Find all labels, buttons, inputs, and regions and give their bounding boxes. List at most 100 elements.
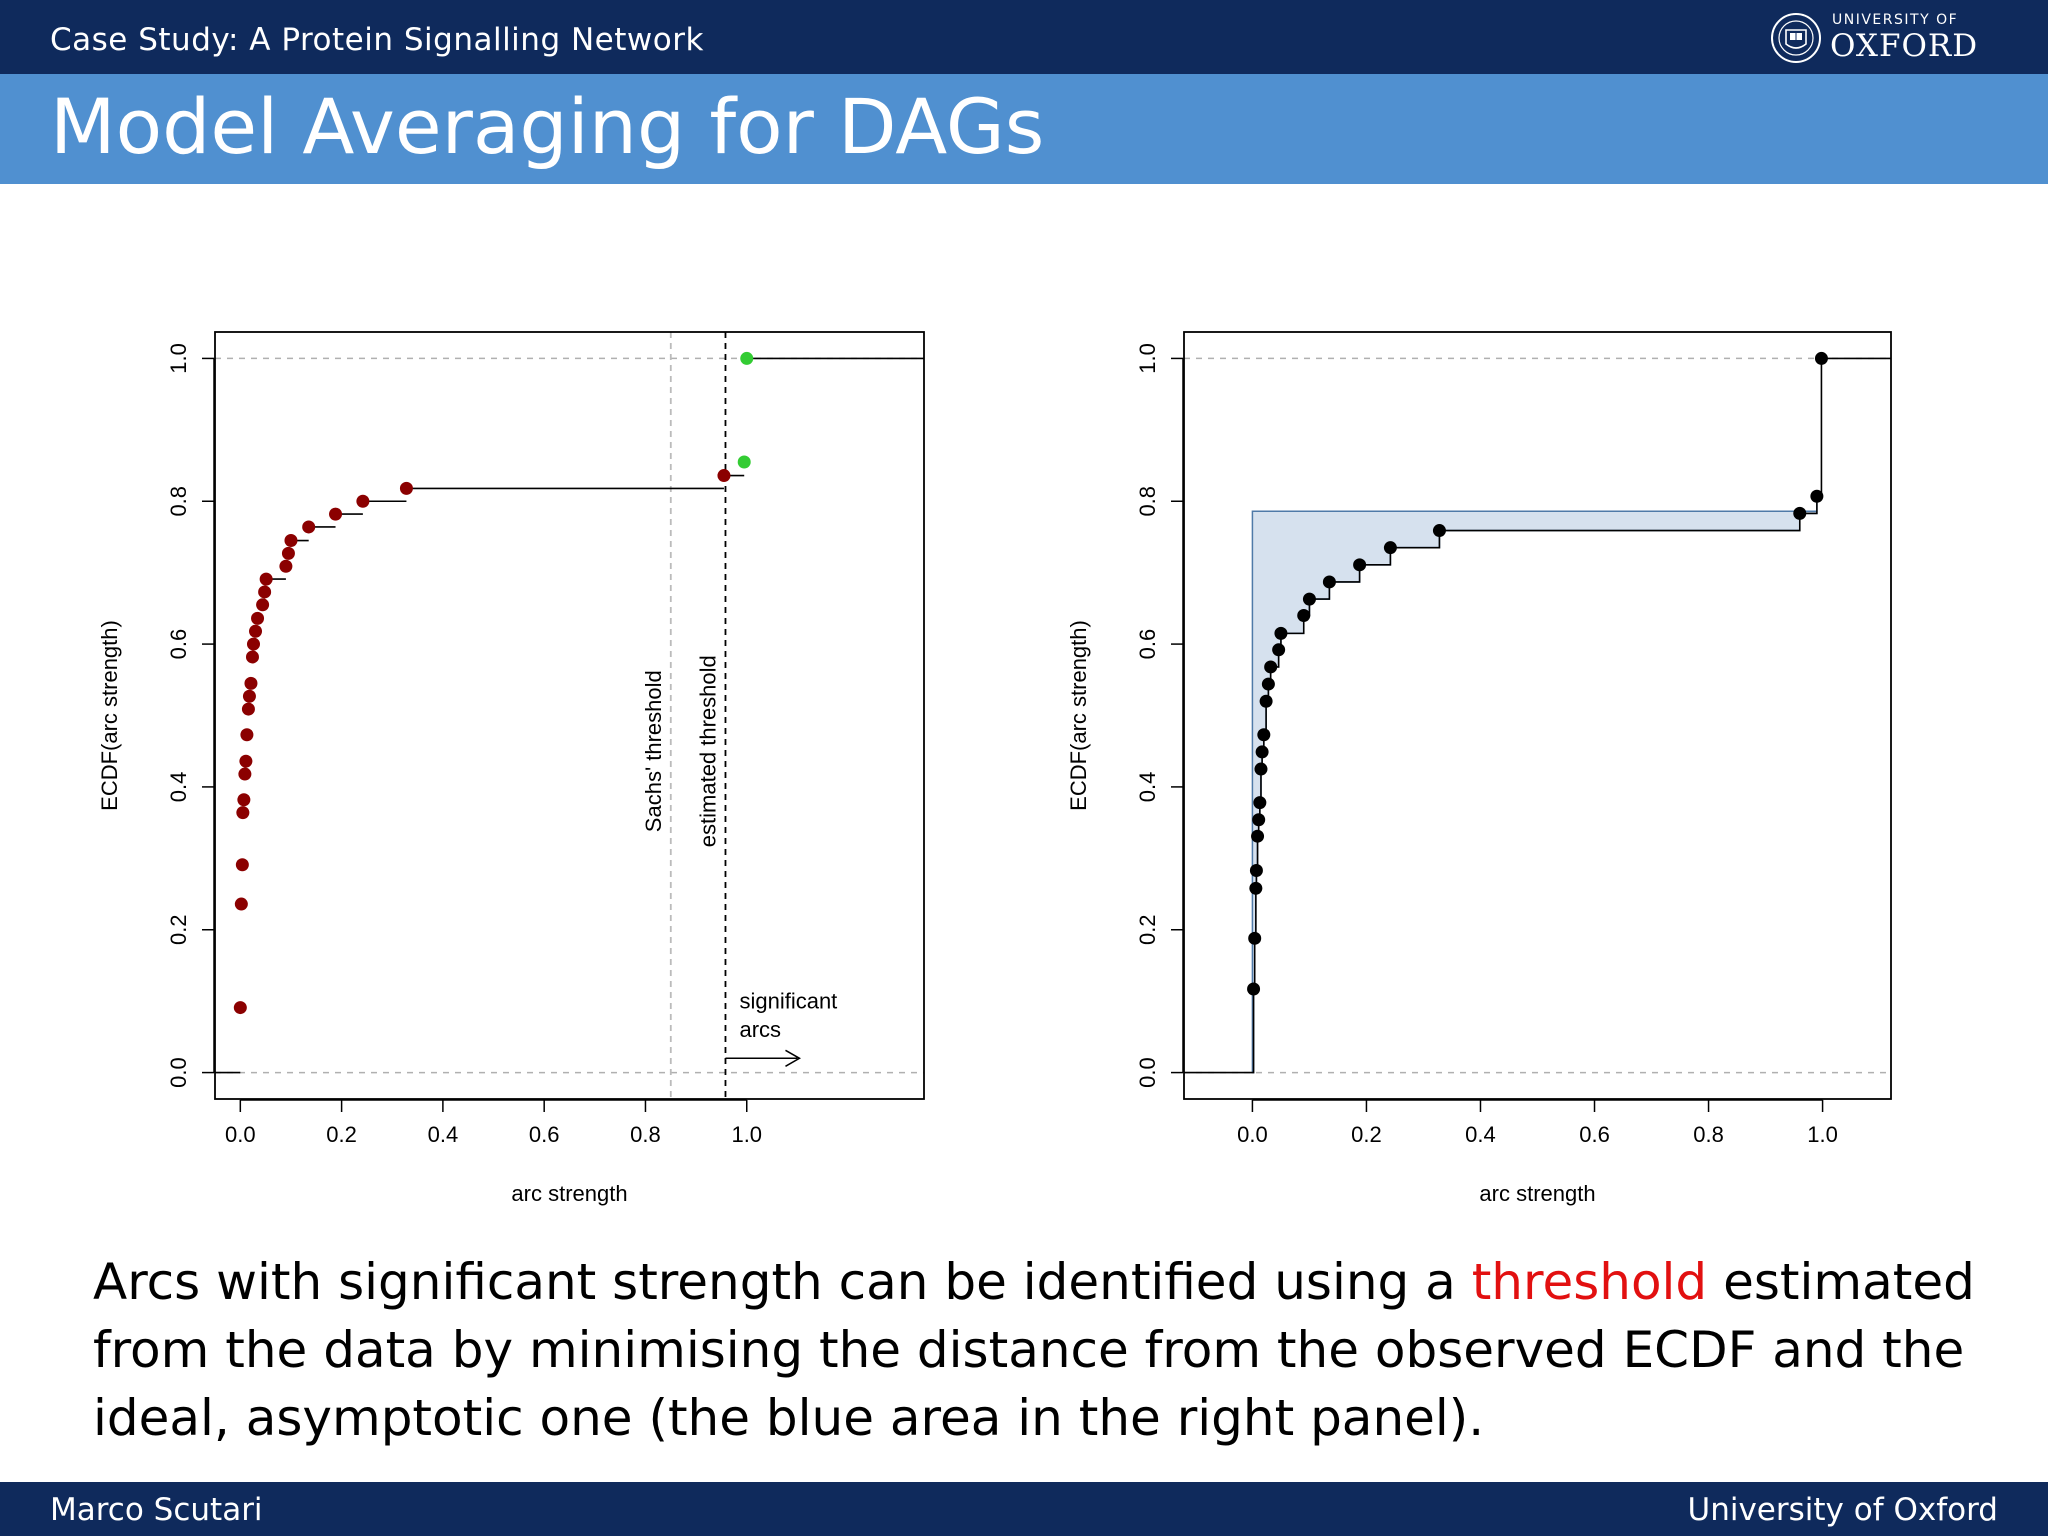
data-point-0-7: [1254, 762, 1268, 776]
y-tick-label-0: 0.0: [166, 1057, 191, 1088]
data-point-0-12: [1264, 660, 1278, 674]
x-axis-label: arc strength: [511, 1181, 627, 1206]
y-tick-label-3: 0.6: [166, 629, 191, 660]
x-tick-label-5: 1.0: [1807, 1122, 1838, 1147]
data-point-0-9: [1257, 728, 1271, 742]
data-point-0-3: [1249, 863, 1263, 877]
data-point-0-19: [281, 546, 295, 560]
data-point-0-9: [242, 689, 256, 703]
section-title: Case Study: A Protein Signalling Network: [50, 22, 704, 58]
data-point-0-0: [233, 1001, 247, 1015]
data-point-0-8: [241, 702, 255, 716]
x-tick-label-5: 1.0: [731, 1122, 762, 1147]
data-point-0-5: [238, 767, 252, 781]
y-tick-label-1: 0.2: [166, 914, 191, 945]
data-point-0-5: [1252, 813, 1266, 827]
chart-right: 0.0 0.2 0.4 0.6 0.8 1.0 arc strength 0.0 0.2 0.4 0…: [1066, 331, 1892, 1206]
data-point-0-4: [1251, 829, 1265, 843]
x-tick-label-1: 0.2: [1351, 1122, 1382, 1147]
data-point-0-22: [1810, 489, 1824, 503]
x-tick-label-3: 0.6: [529, 1122, 560, 1147]
x-tick-label-4: 0.8: [630, 1122, 661, 1147]
data-point-0-4: [237, 793, 251, 807]
y-tick-label-3: 0.6: [1135, 629, 1160, 660]
data-point-0-18: [1353, 558, 1367, 572]
body-text: Arcs with significant strength can be id…: [93, 1248, 1993, 1452]
data-point-0-1: [234, 897, 248, 911]
data-point-0-10: [244, 676, 258, 690]
data-point-1-0: [737, 455, 751, 469]
body-text-start: Arcs with significant strength can be id…: [93, 1253, 1472, 1311]
title-bar: Model Averaging for DAGs: [0, 74, 2048, 184]
data-point-0-16: [258, 585, 272, 599]
data-point-0-2: [1249, 881, 1263, 895]
y-tick-label-5: 1.0: [1135, 343, 1160, 374]
x-tick-label-3: 0.6: [1579, 1122, 1610, 1147]
logo-oxford: OXFORD: [1830, 28, 1979, 64]
data-point-0-1: [1248, 931, 1262, 945]
data-point-0-19: [1383, 541, 1397, 555]
footer-author: Marco Scutari: [50, 1492, 263, 1528]
footer-bar: Marco Scutari University of Oxford: [0, 1482, 2048, 1536]
data-point-0-13: [1272, 643, 1286, 657]
threshold-label-0: Sachs' threshold: [641, 670, 666, 832]
data-point-0-15: [1297, 609, 1311, 623]
data-point-0-7: [240, 728, 254, 742]
ecdf-step-line: [1184, 357, 1891, 1074]
data-point-0-22: [329, 507, 343, 521]
chart-left: Sachs' threshold estimated threshold 0.0 0.…: [97, 331, 925, 1206]
data-point-0-20: [1432, 524, 1446, 538]
data-point-0-17: [259, 572, 273, 586]
data-point-0-6: [1253, 796, 1267, 810]
data-point-0-24: [399, 481, 413, 495]
data-point-0-16: [1302, 592, 1316, 606]
x-axis-label: arc strength: [1479, 1181, 1595, 1206]
data-point-0-10: [1259, 694, 1273, 708]
x-tick-label-1: 0.2: [326, 1122, 357, 1147]
data-point-0-14: [251, 611, 265, 625]
data-point-0-8: [1255, 745, 1269, 759]
y-tick-label-2: 0.4: [1135, 772, 1160, 803]
y-tick-label-2: 0.4: [166, 772, 191, 803]
data-point-0-23: [1814, 351, 1828, 365]
y-tick-label-4: 0.8: [166, 486, 191, 517]
plot-frame: [214, 331, 925, 1100]
data-point-1-1: [740, 351, 754, 365]
data-point-0-20: [284, 534, 298, 548]
data-point-0-13: [249, 624, 263, 638]
x-tick-label-4: 0.8: [1693, 1122, 1724, 1147]
data-point-0-18: [279, 559, 293, 573]
x-tick-label-0: 0.0: [1237, 1122, 1268, 1147]
y-tick-label-0: 0.0: [1135, 1057, 1160, 1088]
data-point-0-21: [302, 520, 316, 534]
data-point-0-3: [236, 806, 250, 820]
data-point-0-11: [245, 650, 259, 664]
data-point-0-12: [246, 637, 260, 651]
x-tick-label-2: 0.4: [428, 1122, 459, 1147]
data-point-0-15: [256, 598, 270, 612]
x-tick-label-2: 0.4: [1465, 1122, 1496, 1147]
y-axis-label: ECDF(arc strength): [1066, 620, 1091, 811]
annotation-line-1: significant: [739, 988, 837, 1013]
data-point-0-0: [1247, 982, 1261, 996]
data-point-0-17: [1322, 575, 1336, 589]
ecdf-step-line: [215, 357, 924, 1074]
annotation-arrow-head: [785, 1049, 801, 1067]
data-point-0-23: [356, 494, 370, 508]
oxford-logo: UNIVERSITY OF OXFORD: [1762, 4, 1994, 70]
x-tick-label-0: 0.0: [225, 1122, 256, 1147]
y-axis-label: ECDF(arc strength): [97, 620, 122, 811]
footer-institution: University of Oxford: [1687, 1492, 1998, 1528]
data-point-0-11: [1261, 677, 1275, 691]
frame-title: Model Averaging for DAGs: [50, 82, 1045, 171]
data-point-0-14: [1274, 626, 1288, 640]
data-point-0-25: [717, 469, 731, 483]
annotation-line-2: arcs: [739, 1017, 781, 1042]
y-tick-label-1: 0.2: [1135, 914, 1160, 945]
logo-university-of: UNIVERSITY OF: [1832, 12, 1959, 28]
plot-frame: [1183, 331, 1892, 1100]
y-tick-label-5: 1.0: [166, 343, 191, 374]
y-tick-label-4: 0.8: [1135, 486, 1160, 517]
threshold-label-1: estimated threshold: [695, 655, 720, 847]
